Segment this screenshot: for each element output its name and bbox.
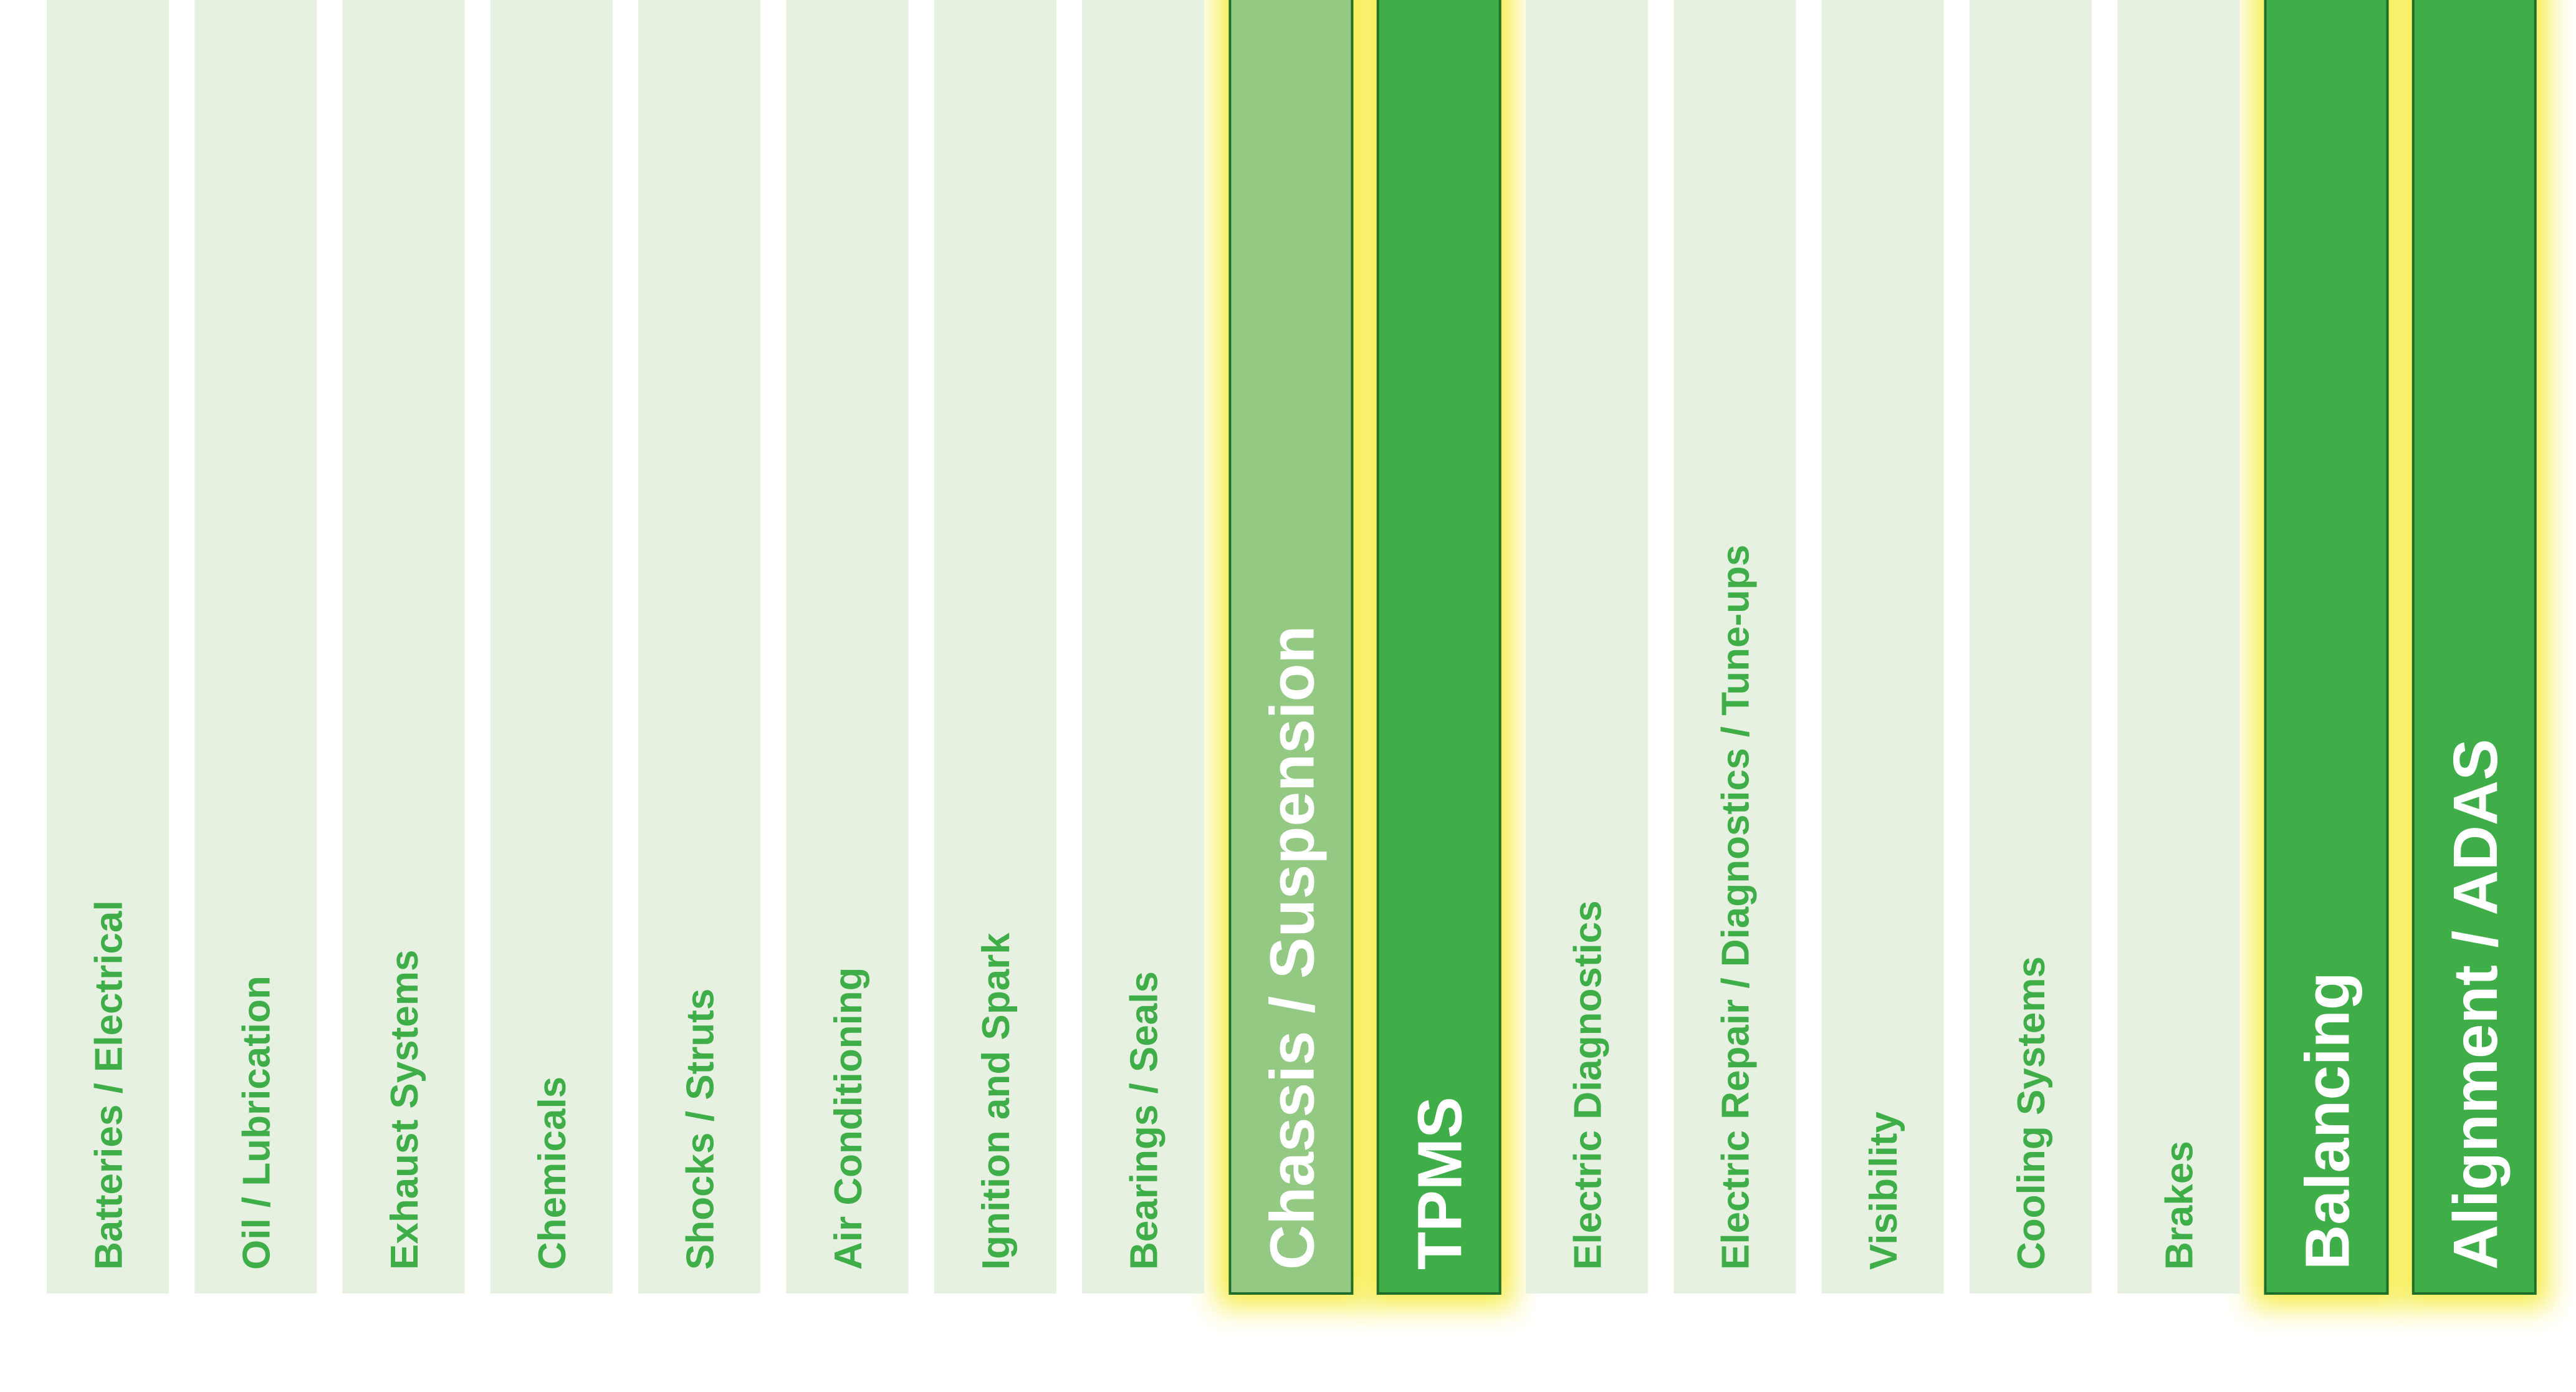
category-label-chemicals: Chemicals: [531, 1077, 574, 1270]
category-label-electric-diagnostics: Electric Diagnostics: [1566, 900, 1609, 1270]
category-label-air-conditioning: Air Conditioning: [827, 967, 870, 1270]
bar-alignment-adas: [2411, 0, 2537, 1295]
bar-exhaust-systems: [342, 0, 465, 1294]
bar-electric-repair-diagnostics-tune-ups: [1673, 0, 1796, 1294]
category-label-visibility: Visibility: [1862, 1111, 1905, 1270]
bar-tpms: [1376, 0, 1501, 1295]
bar-chemicals: [490, 0, 613, 1294]
bar-brakes: [2117, 0, 2240, 1294]
category-label-exhaust-systems: Exhaust Systems: [383, 950, 426, 1270]
category-label-bearings-seals: Bearings / Seals: [1123, 971, 1166, 1270]
bar-oil-lubrication: [194, 0, 317, 1294]
category-label-oil-lubrication: Oil / Lubrication: [236, 976, 279, 1270]
category-label-batteries-electrical: Batteries / Electrical: [87, 900, 130, 1270]
bar-ignition-and-spark: [934, 0, 1056, 1294]
category-label-balancing: Balancing: [2293, 972, 2363, 1270]
bar-visibility: [1821, 0, 1944, 1294]
category-label-shocks-struts: Shocks / Struts: [679, 989, 722, 1270]
category-label-brakes: Brakes: [2158, 1141, 2201, 1270]
category-label-ignition-and-spark: Ignition and Spark: [975, 933, 1018, 1270]
category-label-cooling-systems: Cooling Systems: [2010, 956, 2053, 1270]
bar-bearings-seals: [1082, 0, 1205, 1294]
category-label-tpms: TPMS: [1405, 1097, 1475, 1270]
bar-batteries-electrical: [47, 0, 169, 1294]
bar-shocks-struts: [638, 0, 761, 1294]
bars: 34%Batteries / Electrical34%Oil / Lubric…: [47, 0, 2549, 1307]
bar-electric-diagnostics: [1526, 0, 1648, 1294]
category-label-alignment-adas: Alignment / ADAS: [2441, 739, 2511, 1270]
category-label-chassis-suspension: Chassis / Suspension: [1257, 625, 1327, 1270]
bar-air-conditioning: [786, 0, 909, 1294]
bar-group: 34%Batteries / Electrical34%Oil / Lubric…: [47, 0, 2537, 1295]
bar-balancing: [2264, 0, 2389, 1295]
bar-chassis-suspension: [1228, 0, 1354, 1295]
bar-cooling-systems: [1969, 0, 2092, 1294]
category-label-electric-repair-diagnostics-tune-ups: Electric Repair / Diagnostics / Tune-ups: [1715, 545, 1758, 1270]
